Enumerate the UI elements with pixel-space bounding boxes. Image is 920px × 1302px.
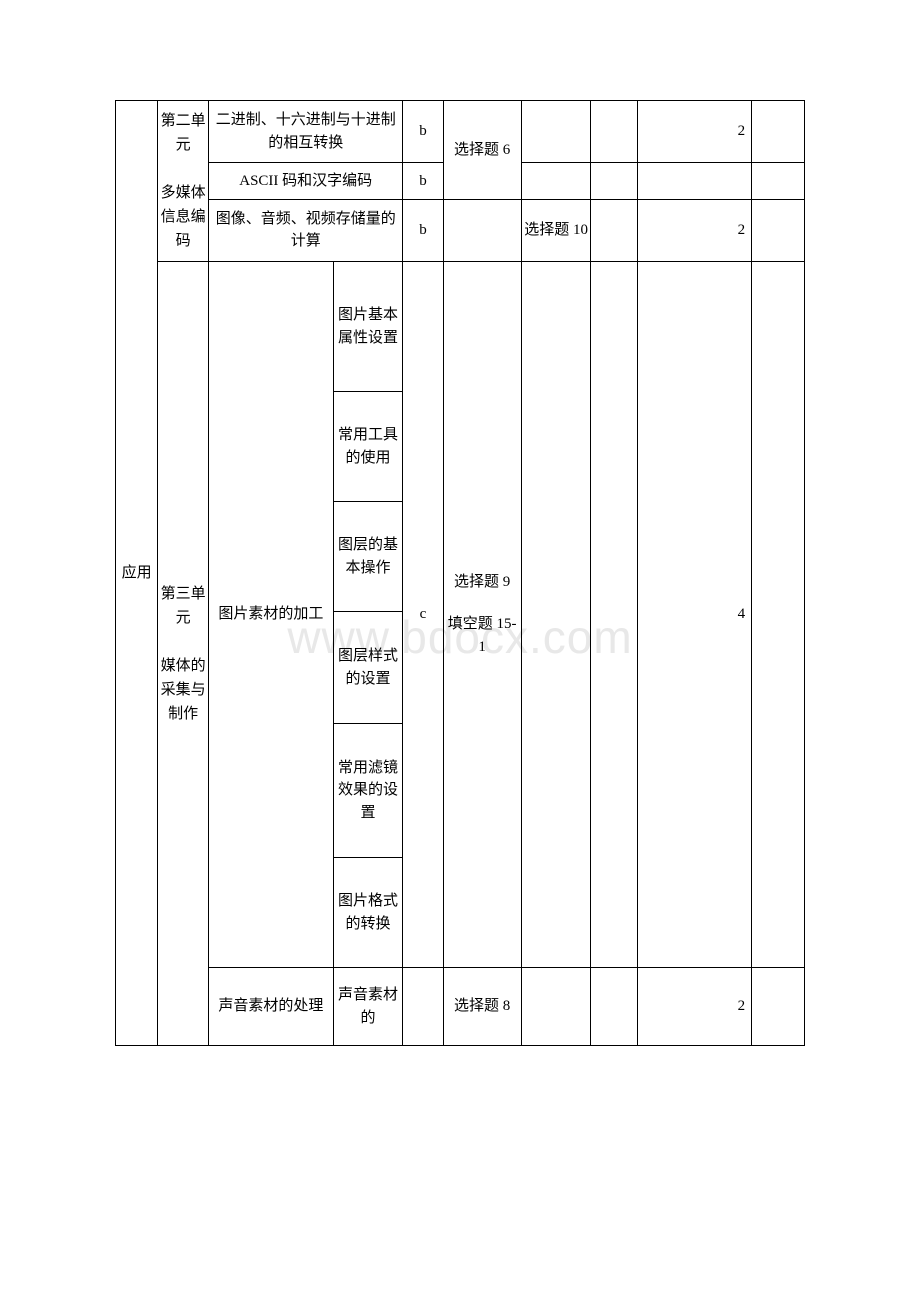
col1-app: 应用 [116,101,158,1046]
empty [591,163,637,199]
empty [752,968,805,1046]
empty [752,199,805,261]
empty [443,199,521,261]
unit3-topic1: 图片素材的加工 [208,262,333,968]
empty [521,101,591,163]
unit3-cell: 第三单元 媒体的采集与制作 [158,262,209,1046]
empty [752,163,805,199]
unit2-t2-level: b [403,163,443,199]
empty [752,101,805,163]
unit2-cell: 第二单元 多媒体信息编码 [158,101,209,262]
unit3-score-sound: 2 [637,968,751,1046]
unit3-sub2: 常用工具的使用 [333,392,403,502]
empty [752,262,805,968]
unit2-topic3: 图像、音频、视频存储量的计算 [208,199,402,261]
empty [591,262,637,968]
empty [521,968,591,1046]
empty [637,163,751,199]
unit2-t1-level: b [403,101,443,163]
unit2-t3-level: b [403,199,443,261]
empty [591,968,637,1046]
unit2-topic1: 二进制、十六进制与十进制的相互转换 [208,101,402,163]
unit3-sub3: 图层的基本操作 [333,502,403,612]
unit2-s1: 2 [637,101,751,163]
empty [403,968,443,1046]
unit2-q1: 选择题 6 [443,101,521,200]
empty [591,199,637,261]
unit2-s3: 2 [637,199,751,261]
unit3-q-sound: 选择题 8 [443,968,521,1046]
unit3-sub6: 图片格式的转换 [333,858,403,968]
unit3-sub5: 常用滤镜效果的设置 [333,724,403,858]
unit3-q-col1: 选择题 9 填空题 15-1 [443,262,521,968]
empty [591,101,637,163]
empty [521,262,591,968]
unit3-sub7: 声音素材的 [333,968,403,1046]
unit3-topic2: 声音素材的处理 [208,968,333,1046]
unit3-sub1: 图片基本属性设置 [333,262,403,392]
unit3-score: 4 [637,262,751,968]
curriculum-table: 应用 第二单元 多媒体信息编码 二进制、十六进制与十进制的相互转换 b 选择题 … [115,100,805,1046]
unit3-level: c [403,262,443,968]
unit2-topic2: ASCII 码和汉字编码 [208,163,402,199]
empty [521,163,591,199]
unit3-sub4: 图层样式的设置 [333,612,403,724]
unit2-q3: 选择题 10 [521,199,591,261]
